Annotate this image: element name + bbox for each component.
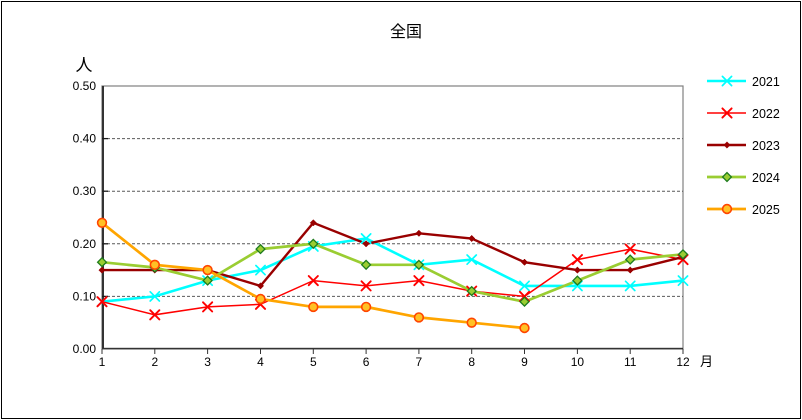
svg-text:5: 5	[310, 355, 317, 369]
svg-text:0.40: 0.40	[73, 132, 97, 146]
svg-text:2023: 2023	[752, 139, 780, 153]
svg-text:8: 8	[468, 355, 475, 369]
svg-text:0.30: 0.30	[73, 184, 97, 198]
svg-text:0.10: 0.10	[73, 289, 97, 303]
svg-text:全国: 全国	[390, 23, 422, 41]
svg-text:10: 10	[571, 355, 585, 369]
svg-text:7: 7	[416, 355, 423, 369]
svg-text:1: 1	[99, 355, 106, 369]
svg-text:2024: 2024	[752, 171, 780, 185]
svg-text:11: 11	[624, 355, 637, 369]
svg-text:人: 人	[76, 56, 93, 75]
svg-text:月: 月	[700, 354, 713, 369]
svg-text:2025: 2025	[752, 203, 780, 217]
svg-text:6: 6	[363, 355, 370, 369]
svg-text:2021: 2021	[752, 75, 780, 89]
svg-text:0.00: 0.00	[73, 342, 97, 356]
svg-text:0.50: 0.50	[73, 79, 97, 93]
svg-text:12: 12	[676, 355, 690, 369]
svg-text:4: 4	[257, 355, 264, 369]
svg-text:0.20: 0.20	[73, 237, 97, 251]
svg-text:2: 2	[151, 355, 158, 369]
svg-text:9: 9	[521, 355, 528, 369]
svg-text:2022: 2022	[752, 107, 780, 121]
svg-text:3: 3	[204, 355, 211, 369]
